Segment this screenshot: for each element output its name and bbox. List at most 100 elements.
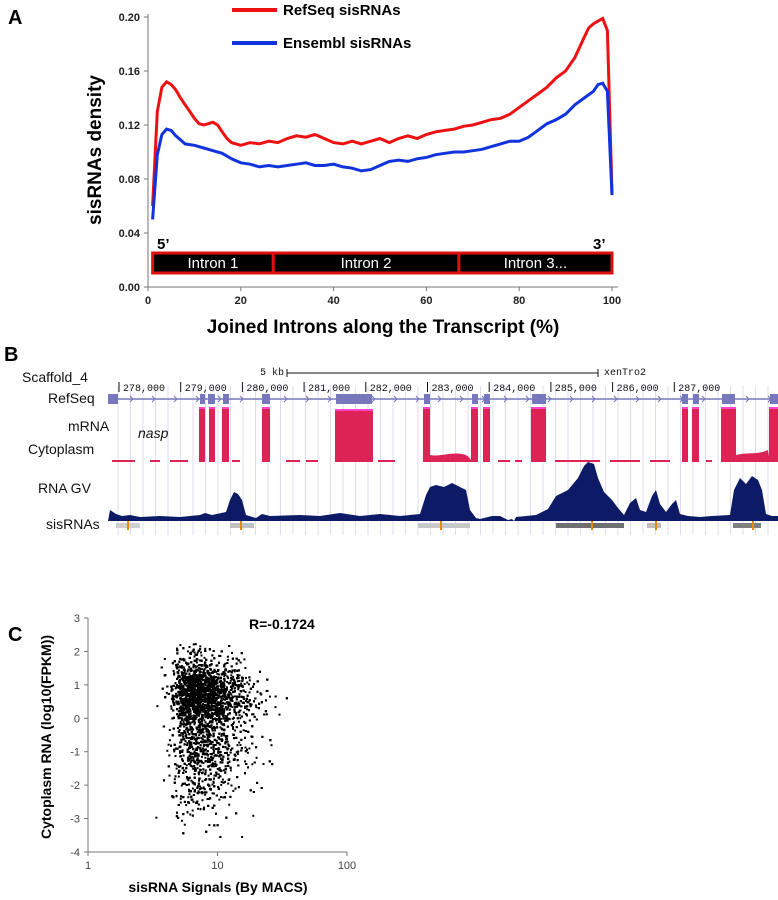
- scatter-point: [230, 693, 233, 696]
- scatter-point: [231, 669, 234, 672]
- scatter-point: [216, 726, 219, 729]
- scatter-point: [246, 701, 249, 704]
- scatter-point: [207, 760, 209, 763]
- scatter-point: [187, 698, 189, 701]
- scatter-point: [172, 709, 175, 712]
- x-tick-label: 0: [145, 295, 151, 307]
- scatter-point: [194, 666, 197, 669]
- scatter-point: [235, 751, 238, 754]
- scatter-point: [220, 783, 223, 786]
- scatter-point: [216, 767, 219, 770]
- panel-a-y-label: sisRNAs density: [85, 75, 106, 225]
- scatter-point: [181, 733, 184, 736]
- x-tick-label: 60: [420, 295, 432, 307]
- scatter-point: [216, 672, 219, 675]
- scatter-point: [193, 765, 196, 767]
- scatter-point: [233, 670, 236, 673]
- scatter-point: [193, 723, 196, 726]
- sisrna-peak: [418, 523, 470, 528]
- scatter-point: [245, 676, 247, 679]
- scatter-point: [201, 780, 204, 783]
- scatter-point: [180, 702, 183, 704]
- mrna-block: [471, 407, 478, 462]
- scatter-point: [185, 707, 188, 710]
- intron-label: Intron 1: [188, 255, 239, 272]
- scatter-point: [245, 713, 248, 715]
- scatter-point: [189, 813, 192, 816]
- panel-b-letter: B: [4, 344, 18, 366]
- scatter-point: [202, 671, 205, 674]
- scatter-point: [206, 798, 209, 800]
- strand-arrow: [371, 395, 376, 403]
- scatter-point: [226, 675, 229, 678]
- scatter-point: [195, 733, 198, 736]
- scatter-point: [202, 695, 205, 698]
- scatter-point: [178, 707, 181, 709]
- gene-exon: [336, 394, 372, 404]
- scatter-point: [211, 708, 214, 711]
- mrna-low-signal: [515, 460, 522, 462]
- scatter-point: [195, 673, 198, 676]
- scatter-point: [190, 705, 193, 708]
- scatter-point: [226, 655, 229, 658]
- strand-arrow: [393, 395, 398, 403]
- scatter-point: [185, 690, 188, 693]
- scatter-point: [188, 737, 191, 739]
- scatter-point: [218, 719, 221, 722]
- panel-c-letter: C: [8, 624, 22, 646]
- mrna-low-signal: [286, 460, 300, 462]
- scatter-point: [218, 767, 221, 770]
- scatter-point: [188, 665, 191, 668]
- y-tick-label: 0.16: [119, 66, 140, 78]
- gene-exon: [484, 394, 490, 404]
- scatter-point: [237, 786, 240, 789]
- strand-arrow: [151, 395, 156, 403]
- scatter-point: [242, 729, 245, 732]
- scatter-point: [223, 714, 226, 717]
- scatter-point: [189, 653, 192, 655]
- scatter-point: [180, 694, 183, 697]
- scatter-point: [252, 713, 255, 716]
- scatter-point: [246, 751, 249, 754]
- scatter-point: [255, 706, 258, 709]
- scatter-point: [180, 732, 183, 735]
- scatter-point: [227, 706, 230, 709]
- scatter-point: [236, 753, 239, 756]
- intron-label: Intron 2: [341, 255, 392, 272]
- scatter-point: [163, 658, 166, 660]
- coord-label: 285,000: [555, 384, 597, 395]
- strand-arrow: [547, 395, 552, 403]
- scatter-point: [213, 694, 216, 696]
- scatter-point: [197, 761, 200, 764]
- scatter-point: [211, 765, 214, 768]
- scatter-point: [196, 665, 199, 668]
- scatter-point: [192, 748, 195, 751]
- scatter-point: [218, 701, 220, 704]
- scatter-point: [191, 787, 194, 790]
- mrna-low-signal: [232, 460, 240, 462]
- scatter-point: [155, 816, 158, 819]
- scatter-point: [219, 655, 222, 657]
- strand-arrow: [349, 395, 354, 403]
- scatter-point: [196, 767, 199, 770]
- strand-arrow: [525, 395, 530, 403]
- y-tick-label: 0.20: [119, 12, 140, 24]
- scatter-point: [208, 757, 211, 760]
- scatter-point: [182, 738, 185, 741]
- sisrna-peak: [647, 523, 661, 528]
- scatter-point: [230, 784, 233, 787]
- scatter-point: [215, 685, 218, 688]
- y-tick-label: 0.00: [119, 282, 140, 294]
- scatter-point: [248, 691, 251, 694]
- mrna-low-signal: [650, 460, 670, 462]
- sisrna-peak: [733, 523, 761, 528]
- scatter-point: [202, 731, 205, 734]
- scatter-point: [199, 787, 202, 790]
- scatter-point: [175, 789, 178, 792]
- scatter-point: [228, 760, 231, 763]
- mrna-block: [423, 407, 430, 462]
- scatter-point: [193, 773, 196, 776]
- scatter-point: [176, 684, 178, 687]
- scatter-point: [219, 726, 222, 729]
